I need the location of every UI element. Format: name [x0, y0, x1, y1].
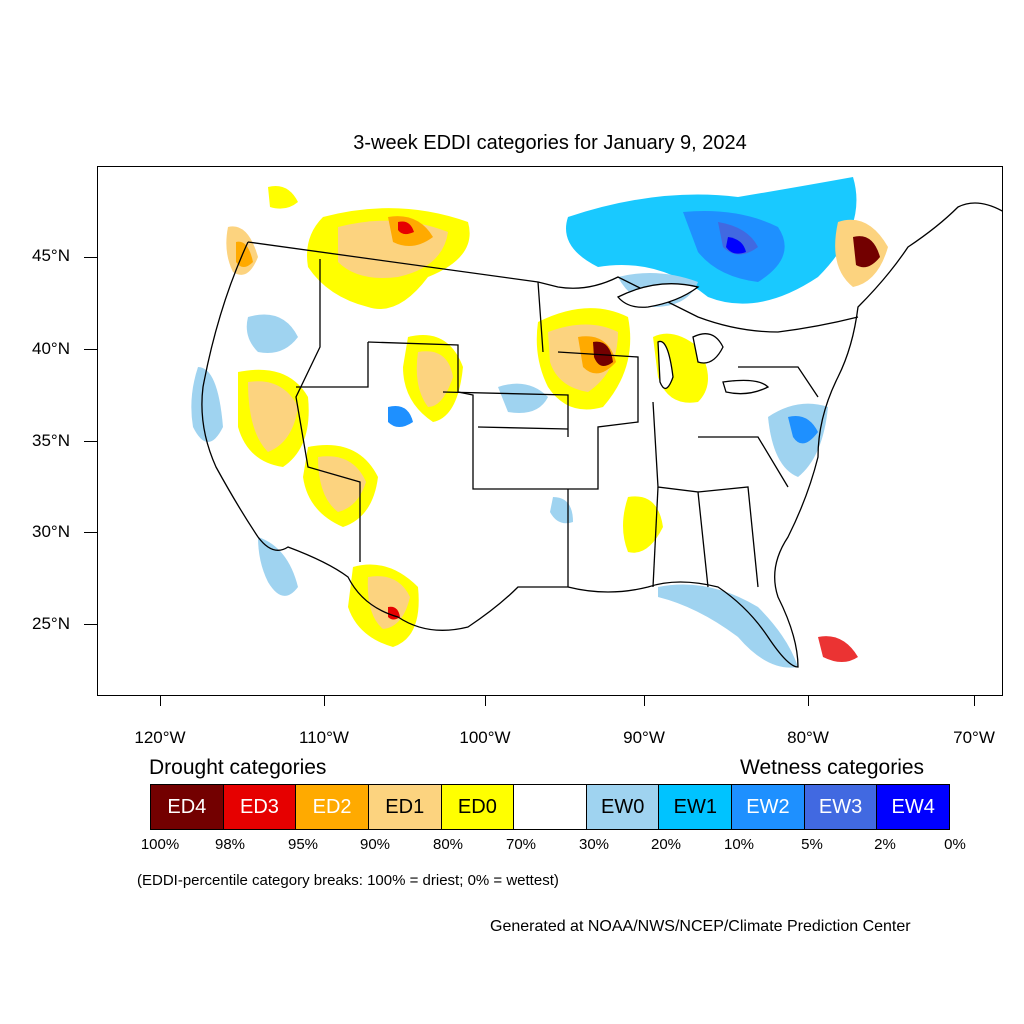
lon-label-90: 90°W	[623, 728, 665, 747]
legend-cell-ed1: ED1	[368, 785, 442, 829]
lon-tick	[808, 696, 809, 706]
break-label: 100%	[140, 836, 180, 853]
lon-label-100: 100°W	[459, 728, 511, 747]
lat-tick	[84, 349, 97, 350]
break-label: 20%	[650, 836, 682, 853]
legend-cell-ed0: ED0	[441, 785, 515, 829]
break-label: 70%	[505, 836, 537, 853]
category-breaks-note: (EDDI-percentile category breaks: 100% =…	[137, 872, 559, 889]
lon-tick	[160, 696, 161, 706]
legend-cell-ew4: EW4	[877, 785, 950, 829]
lon-label-80: 80°W	[787, 728, 829, 747]
drought-categories-heading: Drought categories	[149, 756, 327, 779]
state-and-country-boundaries	[201, 202, 1002, 668]
legend-cell-ew0: EW0	[586, 785, 660, 829]
break-label: 2%	[874, 836, 896, 853]
lon-tick	[485, 696, 486, 706]
legend-cell-ed4: ED4	[151, 785, 224, 829]
lat-tick	[84, 257, 97, 258]
break-label: 30%	[578, 836, 610, 853]
credit-line: Generated at NOAA/NWS/NCEP/Climate Predi…	[490, 918, 911, 935]
lat-tick	[84, 532, 97, 533]
map-title: 3-week EDDI categories for January 9, 20…	[353, 132, 747, 154]
break-label: 95%	[287, 836, 319, 853]
break-label: 98%	[214, 836, 246, 853]
lon-tick	[644, 696, 645, 706]
lon-label-110: 110°W	[299, 728, 349, 747]
break-label: 80%	[432, 836, 464, 853]
legend-color-bar: ED4 ED3 ED2 ED1 ED0 EW0 EW1 EW2 EW3 EW4	[150, 784, 950, 830]
legend-cell-ew2: EW2	[732, 785, 805, 829]
legend-cell-ed2: ED2	[296, 785, 369, 829]
legend-cell-ew3: EW3	[804, 785, 878, 829]
break-label: 90%	[359, 836, 391, 853]
lon-label-70: 70°W	[953, 728, 995, 747]
break-label: 10%	[723, 836, 755, 853]
lat-tick	[84, 624, 97, 625]
lon-tick	[974, 696, 975, 706]
lon-tick	[324, 696, 325, 706]
us-eddi-map	[191, 177, 1002, 668]
lat-tick	[84, 441, 97, 442]
break-label: 0%	[944, 836, 966, 853]
map-frame	[97, 166, 1003, 696]
anomaly-regions	[191, 177, 888, 668]
wetness-categories-heading: Wetness categories	[740, 756, 925, 779]
lat-label-25: 25°N	[32, 614, 70, 633]
great-lakes	[616, 283, 770, 395]
break-label: 5%	[801, 836, 823, 853]
lat-label-40: 40°N	[32, 339, 70, 358]
legend-cell-ed3: ED3	[223, 785, 297, 829]
legend-cell-neutral	[514, 785, 587, 829]
lat-label-35: 35°N	[32, 431, 70, 450]
lat-label-30: 30°N	[32, 522, 70, 541]
lon-label-120: 120°W	[134, 728, 186, 747]
legend-cell-ew1: EW1	[659, 785, 733, 829]
lat-label-45: 45°N	[32, 246, 70, 265]
